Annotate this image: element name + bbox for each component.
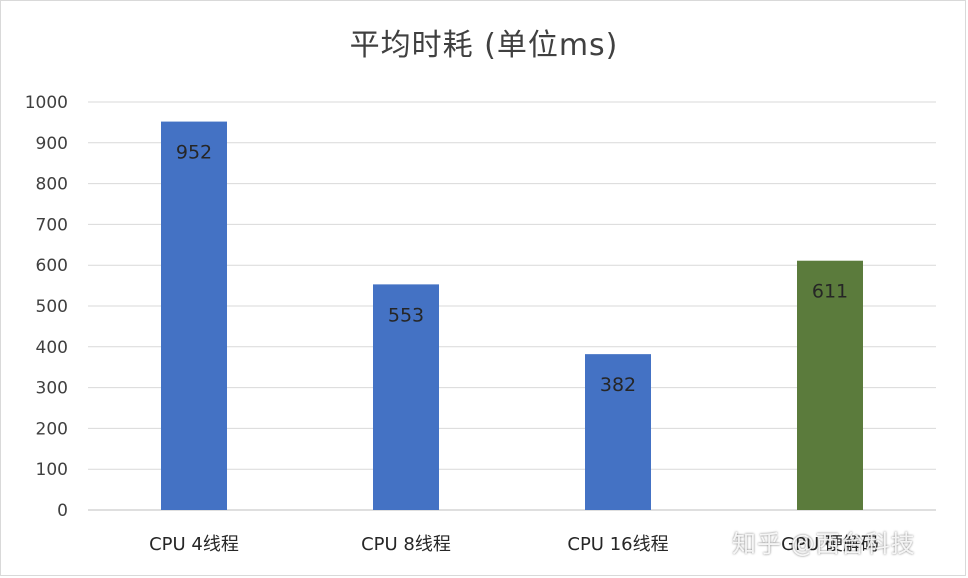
y-tick-label: 800 — [36, 175, 68, 195]
y-tick-label: 0 — [57, 501, 68, 521]
y-tick-label: 1000 — [25, 93, 68, 113]
y-tick-label: 700 — [36, 215, 68, 235]
category-label: GPU 硬解码 — [781, 534, 879, 555]
category-label: CPU 8线程 — [361, 534, 451, 555]
bar — [373, 284, 439, 510]
bar — [797, 260, 863, 510]
y-tick-label: 100 — [36, 460, 68, 480]
y-tick-label: 900 — [36, 134, 68, 154]
y-tick-label: 200 — [36, 419, 68, 439]
watermark: 知乎 @西台科技 — [732, 530, 916, 558]
data-label: 553 — [388, 304, 424, 326]
y-tick-label: 400 — [36, 338, 68, 358]
category-label: CPU 4线程 — [149, 534, 239, 555]
y-tick-label: 500 — [36, 297, 68, 317]
bar — [161, 121, 227, 511]
data-label: 382 — [600, 374, 636, 396]
y-tick-label: 600 — [36, 256, 68, 276]
y-tick-label: 300 — [36, 379, 68, 399]
data-label: 952 — [176, 142, 212, 164]
category-label: CPU 16线程 — [567, 534, 668, 555]
chart-title: 平均时耗 (单位ms) — [349, 28, 619, 63]
bar — [585, 354, 651, 510]
data-label: 611 — [812, 281, 848, 303]
